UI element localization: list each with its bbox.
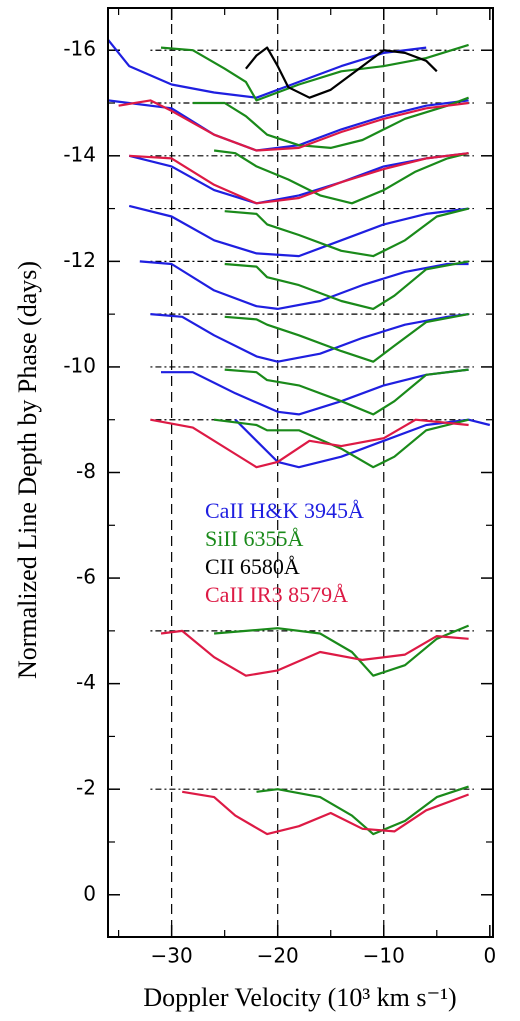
legend-entry: CaII IR3 8579Å [205, 582, 348, 607]
spectrum-line [256, 785, 469, 836]
spectrum-line [161, 368, 469, 416]
spectrum-line [213, 418, 469, 469]
spectrum-line [150, 313, 469, 363]
spectrum-line [224, 260, 469, 310]
y-tick-label: -8 [76, 459, 96, 483]
plot-frame [107, 7, 494, 938]
spectrum-line [129, 152, 469, 205]
y-axis-label: Normalized Line Depth by Phase (days) [13, 261, 42, 679]
x-tick-label: −10 [363, 944, 405, 968]
legend-entry: CaII H&K 3945Å [205, 498, 364, 523]
spectrum-line [128, 204, 469, 258]
x-tick-label: −30 [151, 944, 193, 968]
spectrum-line [182, 790, 469, 836]
spectrum-line [234, 418, 491, 469]
y-tick-label: -14 [63, 142, 96, 166]
spectrum-line [107, 99, 469, 152]
y-tick-label: -4 [76, 670, 96, 694]
legend-entry: SiII 6355Å [205, 526, 304, 551]
x-tick-label: −20 [257, 944, 299, 968]
y-tick-label: -12 [63, 248, 96, 272]
spectrum-line [192, 96, 469, 149]
spectrum-line [150, 418, 469, 469]
spectrum-line [139, 260, 469, 310]
spectrum-line [214, 624, 470, 677]
spectrum-line [224, 313, 469, 363]
x-tick-label: 0 [483, 944, 496, 968]
y-tick-label: -10 [63, 353, 96, 377]
y-tick-label: -6 [76, 565, 96, 589]
y-tick-label: 0 [83, 881, 96, 905]
y-tick-label: -16 [63, 37, 96, 61]
legend-entry: CII 6580Å [205, 554, 300, 579]
y-tick-label: -2 [76, 776, 96, 800]
spectrum-line [160, 43, 469, 102]
spectrum-line [118, 99, 469, 152]
spectrum-line [160, 629, 469, 677]
spectrum-line [224, 368, 469, 416]
spectrum-line [224, 207, 469, 258]
x-axis-label: Doppler Velocity (10³ km s⁻¹) [143, 983, 456, 1012]
spectrum-line [245, 46, 438, 99]
spectrum-line [213, 149, 469, 205]
spectrum-line [107, 39, 427, 99]
